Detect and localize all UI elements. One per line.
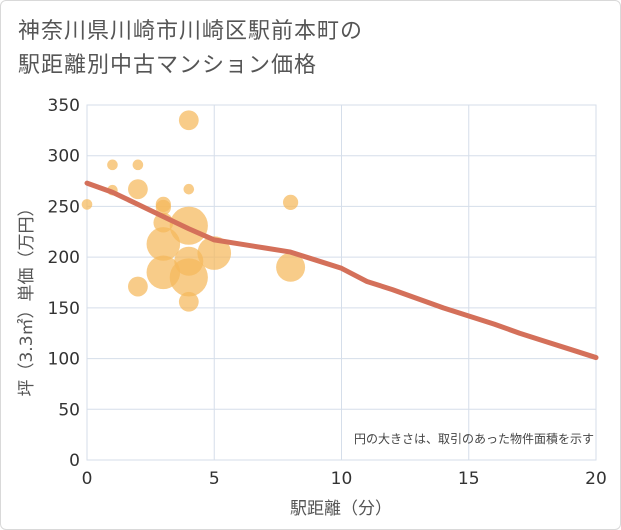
x-tick-label: 15 <box>458 469 480 489</box>
x-tick-label: 5 <box>209 469 220 489</box>
y-axis-title: 坪（3.3㎡）単価（万円） <box>17 199 37 396</box>
data-bubble <box>283 194 299 210</box>
data-bubble <box>183 183 195 195</box>
y-tick-label: 150 <box>48 299 80 319</box>
chart-title-line2: 駅距離別中古マンション価格 <box>18 53 318 78</box>
x-tick-label: 20 <box>585 469 607 489</box>
y-tick-label: 200 <box>48 248 80 268</box>
y-tick-label: 350 <box>48 96 80 116</box>
data-bubble <box>197 236 232 270</box>
data-bubble <box>276 252 306 282</box>
size-annotation: 円の大きさは、取引のあった物件面積を示す <box>354 431 594 446</box>
data-bubble <box>81 199 93 210</box>
data-bubble <box>127 179 148 200</box>
y-tick-label: 250 <box>48 197 80 217</box>
y-tick-label: 300 <box>48 147 80 167</box>
data-bubble <box>155 199 171 216</box>
data-bubble <box>178 110 199 131</box>
data-bubble <box>127 276 148 297</box>
data-bubble <box>169 258 208 297</box>
data-bubble <box>107 159 118 171</box>
y-tick-label: 100 <box>48 350 80 370</box>
data-bubble <box>169 206 208 245</box>
y-tick-label: 0 <box>69 451 80 471</box>
x-tick-label: 0 <box>82 469 93 489</box>
x-axis-title: 駅距離（分） <box>290 499 392 519</box>
trend-line <box>84 180 599 361</box>
x-tick-label: 10 <box>331 469 353 489</box>
data-bubble <box>178 291 199 312</box>
data-bubble <box>132 159 144 171</box>
y-tick-label: 50 <box>58 400 80 420</box>
chart-title-line1: 神奈川県川崎市川崎区駅前本町の <box>18 19 364 44</box>
chart-title: 神奈川県川崎市川崎区駅前本町の 駅距離別中古マンション価格 <box>18 15 363 83</box>
data-bubble <box>146 227 181 261</box>
